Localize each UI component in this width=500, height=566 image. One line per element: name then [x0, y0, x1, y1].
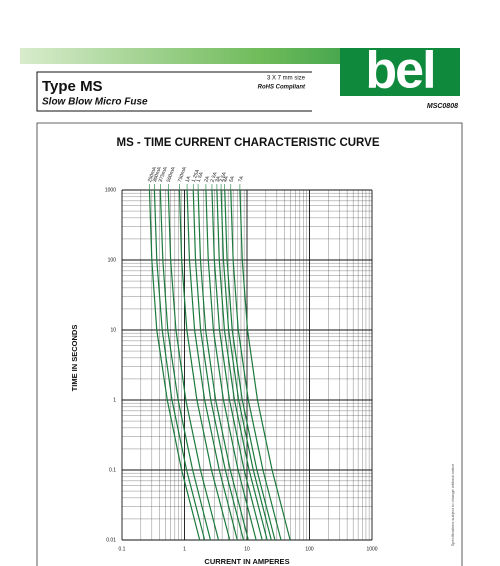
y-axis-label: TIME IN SECONDS [70, 325, 79, 392]
curve-label: 250mA [147, 166, 158, 184]
fuse-curve [178, 189, 231, 541]
fuse-curve [148, 189, 201, 541]
curve-label: 3A [214, 175, 222, 183]
curve-label: 2.5A [209, 171, 218, 183]
y-tick-label: 0.01 [106, 537, 116, 543]
x-tick-label: 10 [244, 546, 250, 552]
product-subtitle: Slow Blow Micro Fuse [42, 97, 148, 108]
fuse-curve [197, 189, 249, 541]
curve-label: 375mA [158, 166, 169, 184]
doc-code: MSC0808 [427, 103, 458, 110]
fuse-curve [159, 189, 212, 541]
x-tick-label: 100 [305, 546, 314, 552]
curve-label: 1.25A [191, 168, 201, 183]
x-axis-label: CURRENT IN AMPERES [204, 557, 289, 566]
fuse-curve [167, 189, 220, 541]
curve-label: 3.5A [219, 171, 228, 183]
chart-frame [36, 122, 463, 566]
side-note: Specifications subject to change without… [450, 463, 455, 546]
curve-label: 750mA [177, 166, 188, 184]
size-note: 3 X 7 mm size [267, 76, 306, 82]
header-box [36, 71, 312, 112]
fuse-curve [230, 189, 282, 541]
fuse-curve [211, 189, 263, 541]
fuse-curve [205, 189, 257, 541]
x-tick-label: 1000 [366, 546, 377, 552]
x-tick-label: 0.1 [119, 546, 126, 552]
curve-label: 500mA [166, 166, 177, 184]
y-tick-label: 10 [110, 327, 116, 333]
y-tick-label: 1000 [105, 187, 116, 193]
product-title: Type MS [42, 78, 103, 95]
rohs-note: RoHS Compliant [258, 85, 306, 91]
fuse-curve [192, 189, 245, 541]
x-tick-label: 1 [183, 546, 186, 552]
curve-label: 1A [185, 175, 193, 183]
curve-label: 300mA [152, 166, 163, 184]
curve-label: 2A [203, 175, 211, 183]
logo: bel [365, 42, 434, 100]
fuse-curve [224, 189, 276, 541]
y-tick-label: 0.1 [109, 467, 116, 473]
curve-label: 5A [228, 175, 236, 183]
logo-block [340, 48, 460, 96]
fuse-curve [186, 189, 238, 541]
y-tick-label: 1 [113, 397, 116, 403]
fuse-curve [239, 189, 291, 541]
fuse-curve [153, 189, 206, 541]
chart-title: MS - TIME CURRENT CHARACTERISTIC CURVE [116, 137, 379, 149]
curve-label: 4A [222, 175, 230, 183]
fuse-curve [216, 189, 268, 541]
y-tick-label: 100 [108, 257, 117, 263]
curve-label: 1.5A [196, 171, 205, 183]
fuse-curve [220, 189, 272, 541]
curve-label: 7A [237, 175, 245, 183]
